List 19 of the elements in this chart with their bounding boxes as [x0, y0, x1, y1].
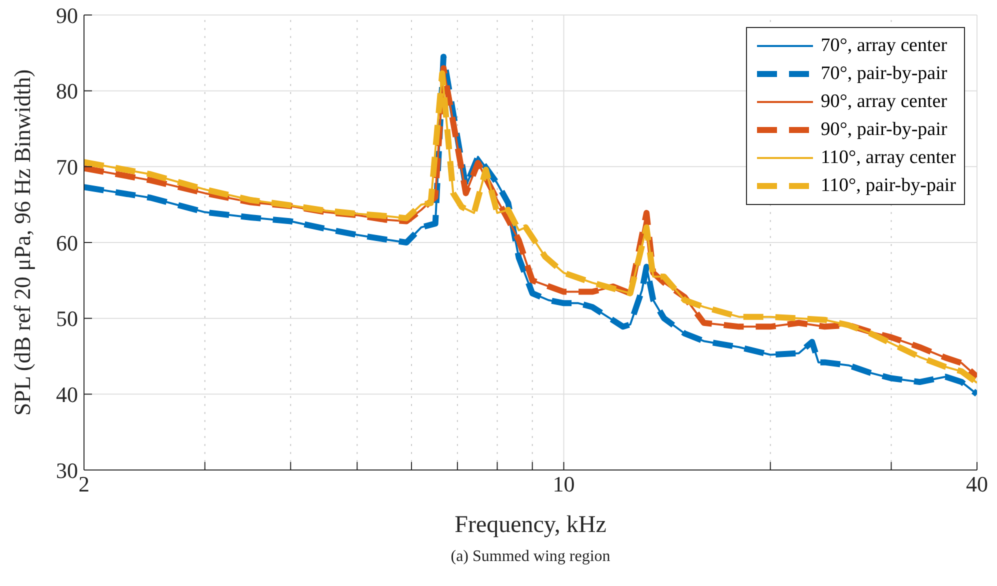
legend-label: 110°, array center [820, 147, 956, 169]
y-tick-label: 90 [56, 2, 78, 28]
y-axis-title: SPL (dB ref 20 μPa, 96 Hz Binwidth) [10, 69, 36, 416]
x-tick-label: 2 [78, 472, 90, 497]
y-tick-label: 40 [56, 382, 78, 407]
y-tick-label: 30 [56, 458, 78, 483]
x-axis-title: Frequency, kHz [454, 512, 606, 538]
x-tick-label: 40 [966, 472, 988, 497]
y-tick-label: 50 [56, 306, 78, 332]
y-tick-label: 70 [56, 154, 78, 180]
x-tick-label: 10 [552, 472, 575, 497]
legend-label: 70°, array center [820, 35, 948, 57]
legend-label: 70°, pair-by-pair [820, 63, 948, 85]
legend-label: 110°, pair-by-pair [820, 175, 956, 197]
y-tick-label: 60 [56, 230, 78, 256]
text: (a) Summed wing region [450, 548, 612, 566]
legend-label: 90°, pair-by-pair [820, 119, 948, 141]
legend-label: 90°, array center [820, 91, 948, 113]
y-tick-label: 80 [56, 78, 78, 104]
